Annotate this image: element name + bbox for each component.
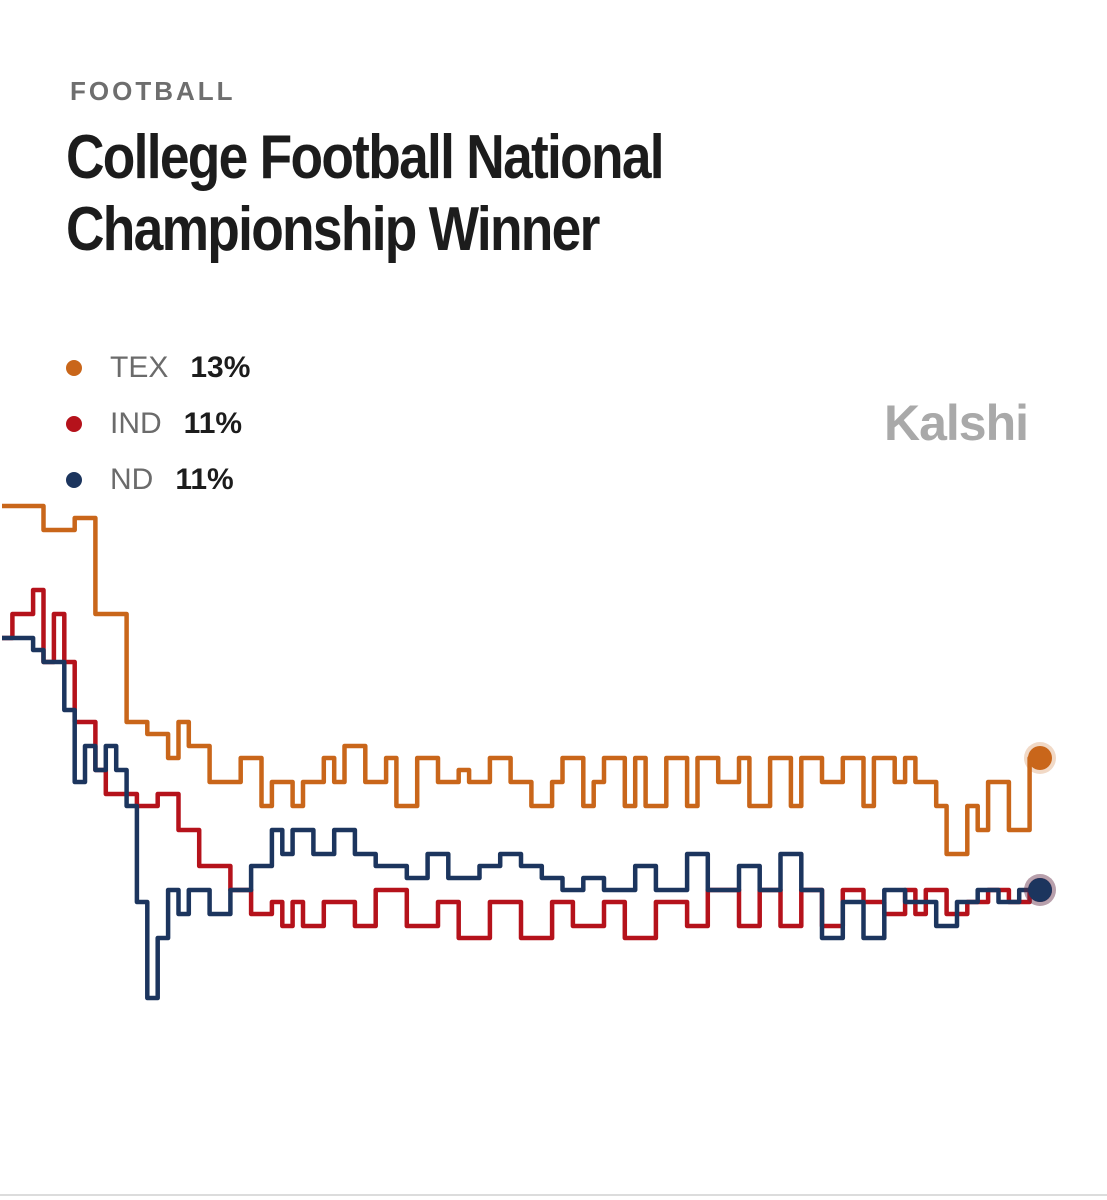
series-line-ind (2, 587, 1040, 941)
category-label: FOOTBALL (70, 76, 236, 106)
tex-dot-icon (66, 360, 82, 376)
legend-item-ind: IND 11% (66, 396, 250, 452)
series-line-nd (2, 635, 1040, 1001)
endpoint-dot-tex (1028, 746, 1052, 770)
legend-ticker: ND (110, 463, 154, 496)
legend-percent: 11% (183, 407, 243, 440)
nd-dot-icon (66, 472, 82, 488)
ind-dot-icon (66, 416, 82, 432)
legend-item-tex: TEX 13% (66, 340, 250, 396)
kalshi-logo: Kalshi (884, 395, 1029, 451)
legend: TEX 13% IND 11% ND 11% (66, 340, 250, 508)
chart-baseline (0, 1194, 1107, 1196)
legend-ticker: TEX (110, 351, 169, 384)
legend-percent: 13% (190, 351, 251, 384)
endpoint-dot-nd (1028, 878, 1052, 902)
legend-ticker: IND (110, 407, 162, 440)
series-line-tex (2, 503, 1040, 857)
legend-item-nd: ND 11% (66, 452, 250, 508)
legend-percent: 11% (175, 463, 234, 496)
chart-title: College Football National Championship W… (66, 123, 665, 264)
